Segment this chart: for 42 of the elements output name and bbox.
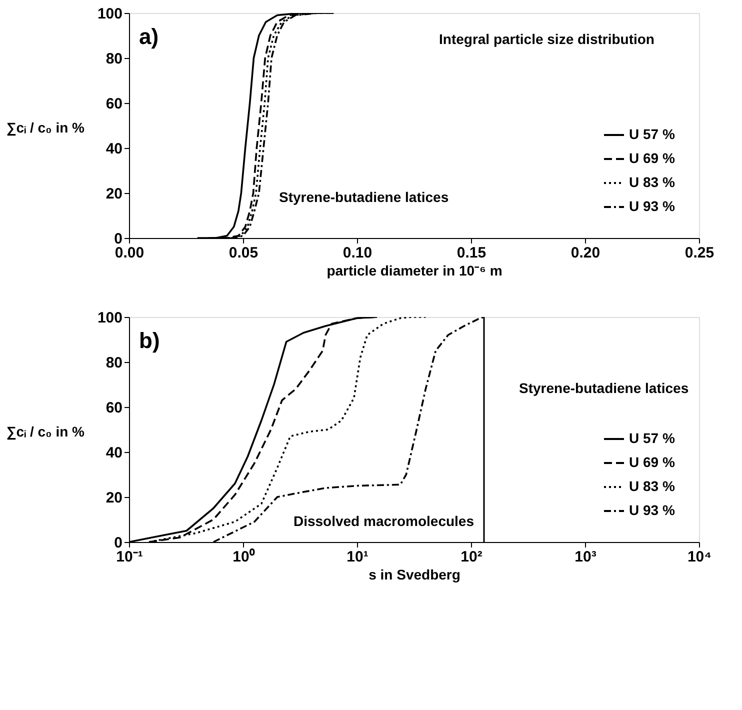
y-tick-label: 20: [106, 186, 122, 202]
annotation: Styrene-butadiene latices: [279, 189, 449, 205]
x-tick-label: 0.10: [342, 244, 372, 262]
y-tick-label: 100: [97, 6, 122, 22]
x-tick-label: 10⁰: [232, 548, 256, 566]
y-tick-label: 40: [106, 444, 122, 462]
y-tick-label: 80: [106, 50, 122, 68]
annotation: a): [139, 24, 159, 49]
legend-label: U 93 %: [629, 198, 676, 214]
y-tick-label: 0: [114, 534, 122, 552]
legend-label: U 69 %: [629, 454, 676, 470]
annotation: Dissolved macromolecules: [293, 513, 474, 529]
x-tick-label: 10⁴: [687, 548, 712, 566]
legend-label: U 83 %: [629, 478, 676, 494]
annotation: Styrene-butadiene latices: [519, 380, 689, 396]
legend-label: U 57 %: [629, 126, 676, 142]
y-tick-label: 60: [106, 400, 122, 416]
legend-label: U 69 %: [629, 150, 676, 166]
y-tick-label: 80: [106, 354, 122, 372]
x-tick-label: 0.05: [228, 244, 258, 262]
y-tick-label: 40: [106, 140, 122, 158]
x-tick-label: 10³: [574, 548, 596, 566]
x-tick-label: 0.00: [114, 244, 144, 262]
legend-label: U 93 %: [629, 502, 676, 518]
x-axis-title: s in Svedberg: [368, 566, 460, 582]
x-tick-label: 0.20: [570, 244, 600, 262]
legend-label: U 83 %: [629, 174, 676, 190]
y-tick-label: 0: [114, 230, 122, 248]
x-axis-title: particle diameter in 10⁻⁶ m: [326, 262, 502, 278]
y-tick-label: 60: [106, 96, 122, 112]
x-tick-label: 10²: [460, 548, 482, 566]
x-tick-label: 10⁻¹: [116, 548, 143, 566]
y-axis-title: ∑cᵢ / c₀ in %: [6, 120, 86, 136]
x-tick-label: 0.15: [456, 244, 486, 262]
x-tick-label: 10¹: [346, 548, 368, 566]
x-tick-label: 0.25: [684, 244, 714, 262]
annotation: Integral particle size distribution: [439, 31, 654, 47]
y-axis-title: ∑cᵢ / c₀ in %: [6, 424, 86, 440]
annotation: b): [139, 328, 160, 353]
y-tick-label: 100: [97, 310, 122, 326]
legend-label: U 57 %: [629, 430, 676, 446]
y-tick-label: 20: [106, 490, 122, 506]
